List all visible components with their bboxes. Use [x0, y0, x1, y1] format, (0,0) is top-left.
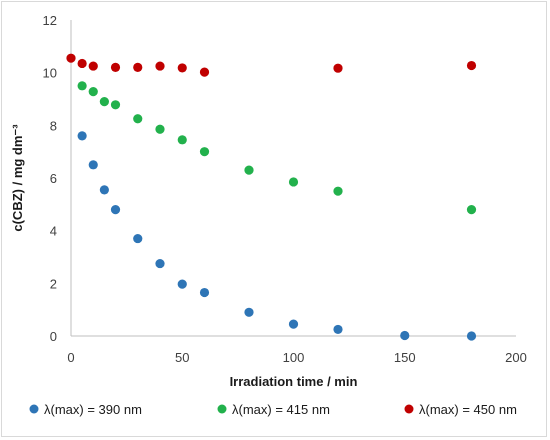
data-point-series-0: [244, 307, 254, 317]
y-axis-title: c(CBZ) / mg dm⁻³: [10, 124, 25, 232]
data-point-series-0: [110, 205, 121, 215]
y-tick-label: 2: [50, 276, 57, 291]
y-tick-label: 12: [43, 13, 57, 28]
data-points: [66, 53, 477, 341]
data-point-series-1: [155, 124, 165, 134]
data-point-series-0: [77, 131, 87, 141]
data-point-series-0: [199, 287, 210, 298]
y-tick-label: 4: [50, 224, 57, 239]
y-tick-label: 8: [50, 118, 57, 133]
legend: λ(max) = 390 nm λ(max) = 415 nm λ(max) =…: [29, 402, 517, 417]
data-point-series-0: [288, 319, 299, 329]
data-point-series-1: [110, 100, 121, 110]
data-point-series-2: [77, 58, 87, 69]
x-tick-label: 0: [67, 350, 74, 365]
x-axis-title: Irradiation time / min: [230, 374, 358, 389]
data-point-series-2: [466, 60, 477, 71]
data-point-series-0: [333, 324, 343, 335]
y-tick-label: 6: [50, 171, 57, 186]
data-point-series-0: [466, 331, 477, 341]
x-tick-label: 200: [505, 350, 527, 365]
y-tick-label: 10: [43, 66, 57, 81]
data-point-series-1: [288, 177, 299, 187]
data-point-series-0: [400, 330, 410, 341]
legend-marker-415nm: [217, 404, 227, 414]
x-tick-label: 100: [283, 350, 305, 365]
x-tick-labels: 0 50 100 150 200: [67, 350, 526, 365]
data-point-series-2: [199, 67, 210, 77]
data-point-series-1: [466, 205, 477, 215]
data-point-series-2: [133, 62, 143, 72]
x-tick-label: 50: [175, 350, 189, 365]
data-point-series-2: [177, 63, 187, 73]
data-point-series-1: [99, 97, 109, 107]
data-point-series-2: [88, 61, 98, 71]
x-tick-label: 150: [394, 350, 416, 365]
legend-label-415nm: λ(max) = 415 nm: [232, 402, 330, 417]
legend-label-450nm: λ(max) = 450 nm: [419, 402, 517, 417]
data-point-series-0: [99, 185, 109, 195]
data-point-series-1: [199, 147, 210, 157]
data-point-series-0: [177, 279, 187, 289]
data-point-series-2: [66, 53, 76, 63]
y-tick-label: 0: [50, 329, 57, 344]
legend-label-390nm: λ(max) = 390 nm: [44, 402, 142, 417]
data-point-series-1: [133, 114, 143, 124]
data-point-series-0: [133, 233, 143, 244]
data-point-series-2: [333, 63, 343, 73]
data-point-series-1: [177, 135, 187, 145]
data-point-series-1: [88, 87, 98, 97]
data-point-series-1: [244, 165, 254, 175]
data-point-series-2: [110, 62, 121, 72]
data-point-series-0: [88, 160, 98, 170]
data-point-series-1: [77, 81, 87, 91]
data-point-series-1: [333, 186, 343, 196]
legend-marker-390nm: [29, 404, 39, 414]
data-point-series-2: [155, 61, 165, 71]
data-point-series-0: [155, 258, 165, 269]
y-tick-labels: 0 2 4 6 8 10 12: [43, 13, 57, 344]
legend-marker-450nm: [404, 404, 414, 414]
